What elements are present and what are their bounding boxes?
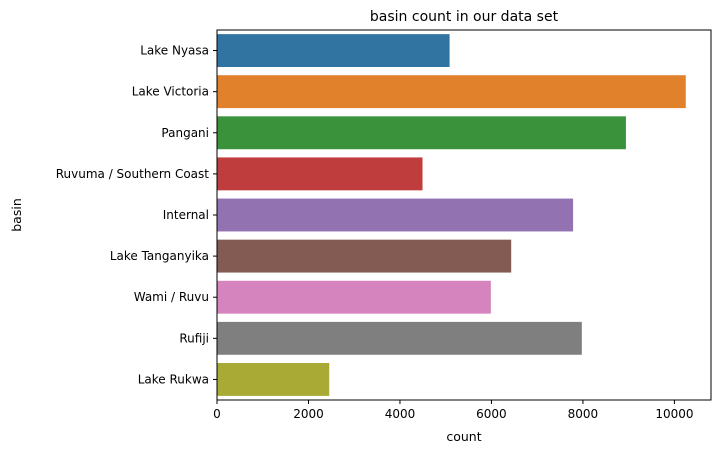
bars-group [217, 34, 686, 396]
y-tick-label: Wami / Ruvu [134, 290, 209, 304]
bar-lake-rukwa [217, 363, 330, 396]
y-tick-label: Internal [163, 208, 209, 222]
y-tick-label: Lake Tanganyika [110, 249, 209, 263]
bar-lake-victoria [217, 75, 686, 109]
x-tick-label: 0 [213, 407, 221, 421]
y-tick-label: Lake Victoria [132, 85, 209, 99]
x-axis-label: count [446, 429, 481, 444]
x-tick-label: 10000 [655, 407, 693, 421]
y-tick-label: Ruvuma / Southern Coast [56, 167, 210, 181]
y-tick-label: Lake Rukwa [138, 372, 209, 386]
bar-pangani [217, 116, 626, 150]
chart-title: basin count in our data set [370, 9, 559, 25]
y-tick-label: Lake Nyasa [140, 44, 209, 58]
x-axis-ticks: 0 2000 4000 6000 8000 10000 [213, 400, 694, 421]
bar-rufiji [217, 321, 582, 355]
plot-frame [216, 29, 712, 401]
bar-lake-nyasa [217, 34, 450, 67]
x-tick-label: 8000 [568, 407, 599, 421]
bar-ruvuma-southern-coast [217, 157, 423, 191]
y-tick-label: Rufiji [179, 331, 209, 345]
y-axis-ticks: Lake Nyasa Lake Victoria Pangani Ruvuma / S… [56, 44, 217, 386]
x-tick-label: 4000 [385, 407, 416, 421]
y-tick-label: Pangani [161, 126, 209, 140]
x-tick-label: 2000 [293, 407, 324, 421]
y-axis-label: basin [9, 198, 24, 232]
x-tick-label: 6000 [476, 407, 507, 421]
bar-lake-tanganyika [217, 239, 512, 273]
bar-internal [217, 198, 574, 232]
bar-wami-ruvu [217, 280, 491, 314]
